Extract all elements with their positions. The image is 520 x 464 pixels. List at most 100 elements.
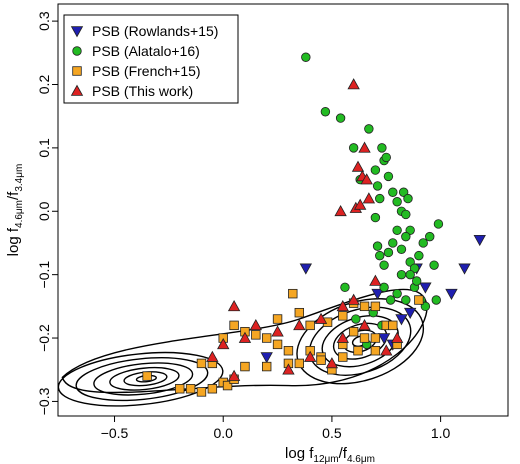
data-point-circle (425, 231, 435, 242)
data-point-circle (401, 295, 411, 305)
data-point-square (316, 355, 326, 365)
data-point-triangle-down (445, 288, 458, 300)
data-point-circle (351, 314, 361, 324)
data-point-circle (335, 113, 346, 123)
data-point-square (196, 387, 207, 397)
data-point-circle (405, 257, 415, 267)
data-point-circle (375, 250, 385, 261)
legend-label: PSB (Rowlands+15) (92, 23, 218, 39)
data-point-circle (370, 165, 381, 175)
data-point-triangle-down (473, 234, 486, 247)
data-point-triangle-up (334, 204, 347, 217)
contour-line (75, 357, 209, 402)
data-point-square (370, 333, 381, 343)
data-point-square (353, 346, 363, 356)
data-point-square (338, 311, 348, 321)
data-point-circle (405, 269, 415, 280)
data-point-triangle-down (395, 314, 408, 326)
data-point-triangle-up (227, 369, 241, 381)
x-axis-ticks: −0.5 0.0 0.5 1.0 (101, 416, 451, 441)
data-point-triangle-up (314, 312, 328, 324)
data-point-triangle-up (353, 198, 367, 210)
data-point-square (414, 295, 424, 305)
data-point-square (288, 288, 298, 299)
data-point-triangle-up (282, 363, 295, 375)
data-point-square (370, 301, 381, 312)
y-axis-ticks: −0.3 −0.2 −0.1 0.0 0.1 0.2 0.3 (36, 11, 58, 415)
data-point-triangle-up (362, 192, 376, 204)
data-point-square (283, 346, 294, 356)
data-point-circle (403, 193, 413, 204)
data-point-circle (381, 152, 391, 163)
data-point-circle (301, 52, 311, 62)
data-point-circle (396, 244, 407, 254)
data-point-triangle-up (303, 350, 317, 362)
data-point-square (222, 380, 233, 391)
y-tick-label: −0.3 (36, 387, 52, 415)
x-tick-label: −0.5 (101, 425, 129, 441)
data-point-circle (405, 225, 415, 235)
data-point-circle (392, 288, 402, 299)
y-tick-label: 0.0 (36, 201, 52, 221)
legend-marker-square (72, 66, 82, 76)
y-tick-label: −0.2 (36, 324, 52, 352)
data-point-circle (383, 247, 394, 258)
x-tick-label: 0.0 (213, 425, 233, 441)
data-point-triangle-up (369, 274, 382, 286)
data-point-square (185, 384, 196, 394)
y-tick-label: 0.3 (36, 11, 52, 31)
data-point-triangle-up (380, 344, 393, 356)
data-point-triangle-up (347, 78, 360, 90)
data-point-circle (431, 295, 441, 305)
data-point-circle (388, 187, 398, 197)
data-point-triangle-up (293, 319, 306, 331)
data-point-triangle-down (419, 282, 432, 294)
data-point-square (240, 361, 250, 372)
data-point-circle (409, 263, 420, 274)
plot-frame (57, 3, 509, 417)
data-point-circle (396, 269, 407, 280)
data-point-triangle-down (371, 288, 384, 300)
data-point-circle (372, 241, 383, 251)
data-point-triangle-up (325, 357, 339, 369)
data-point-circle (379, 282, 389, 293)
data-point-triangle-up (271, 325, 284, 337)
data-point-circle (340, 282, 350, 293)
legend-box (63, 14, 239, 104)
data-point-square (370, 346, 381, 356)
data-point-circle (411, 276, 422, 286)
data-point-triangle-up (390, 331, 404, 343)
data-point-circle (364, 124, 374, 134)
y-axis-label: log f4.6μm/f3.4μm (5, 164, 25, 257)
data-point-circle (372, 181, 383, 191)
data-point-square (338, 352, 348, 362)
data-point-square (261, 333, 272, 343)
data-point-square (359, 301, 370, 312)
data-point-circle (320, 107, 331, 117)
data-point-circle (433, 219, 444, 229)
data-point-triangle-up (358, 141, 371, 153)
legend-marker-triangle-up (70, 84, 84, 96)
legend-marker-circle (72, 46, 82, 56)
data-point-square (229, 320, 239, 331)
contour-line (332, 322, 388, 360)
data-point-triangle-up (351, 160, 365, 172)
data-point-square (196, 358, 207, 369)
data-point-circle (385, 295, 396, 305)
contour-line (109, 366, 180, 391)
data-point-triangle-down (458, 263, 471, 275)
legend-label: PSB (French+15) (92, 63, 201, 79)
scatter-markers (142, 52, 486, 397)
x-axis-label: log f12μm/f4.6μm (285, 445, 375, 464)
data-point-square (348, 326, 359, 337)
data-point-square (142, 371, 152, 381)
data-point-circle (401, 209, 411, 220)
data-point-square (388, 320, 398, 331)
x-tick-label: 0.5 (322, 425, 342, 441)
contour-line (93, 362, 194, 396)
data-point-square (261, 361, 272, 372)
data-point-circle (383, 171, 394, 182)
data-point-circle (414, 250, 424, 261)
data-point-circle (392, 197, 402, 207)
